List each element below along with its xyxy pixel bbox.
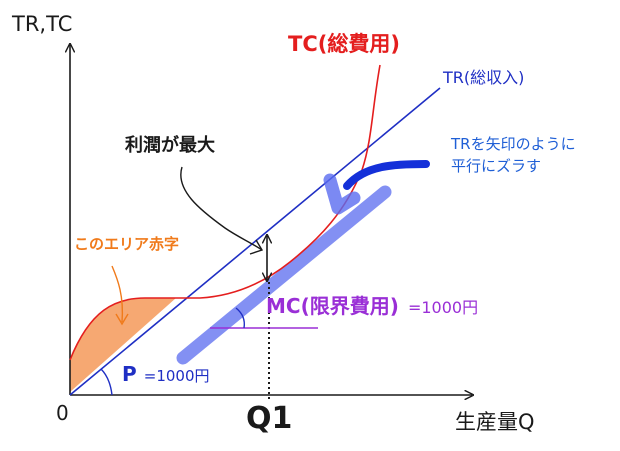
origin-label: 0 <box>56 401 69 425</box>
mc-label-value: =1000円 <box>407 298 479 317</box>
loss-pointer-head <box>115 313 129 326</box>
p-label-value: =1000円 <box>143 367 210 385</box>
max-profit-label: 利潤が最大 <box>125 135 215 156</box>
mc-label: MC(限界費用) =1000円 <box>266 296 478 316</box>
y-axis-label: TR,TC <box>12 12 73 36</box>
loss-area-label: このエリア赤字 <box>74 235 180 253</box>
max-profit-pointer <box>180 166 263 251</box>
shifted-tr-line <box>176 185 392 365</box>
shift-note-line1: TRを矢印のように <box>451 135 576 153</box>
p-angle-arc <box>100 368 113 396</box>
loss-area-fill <box>70 298 176 392</box>
shift-note-line2: 平行にズラす <box>451 157 542 175</box>
mc-label-prefix: MC(限界費用) <box>266 294 399 318</box>
shift-arrow-head <box>323 173 361 215</box>
tc-curve <box>69 64 381 361</box>
p-label-prefix: P <box>122 362 137 386</box>
tc-label: TC(総費用) <box>288 32 400 56</box>
mc-angle-arc <box>235 307 246 329</box>
loss-pointer <box>111 265 124 323</box>
p-label: P =1000円 <box>122 364 210 384</box>
max-profit-pointer-head <box>249 239 264 255</box>
tr-line <box>69 87 441 396</box>
q1-label: Q1 <box>246 401 293 436</box>
shift-arrow-shaft <box>343 160 430 190</box>
x-axis-label: 生産量Q <box>455 410 535 434</box>
tr-label: TR(総収入) <box>443 68 525 87</box>
